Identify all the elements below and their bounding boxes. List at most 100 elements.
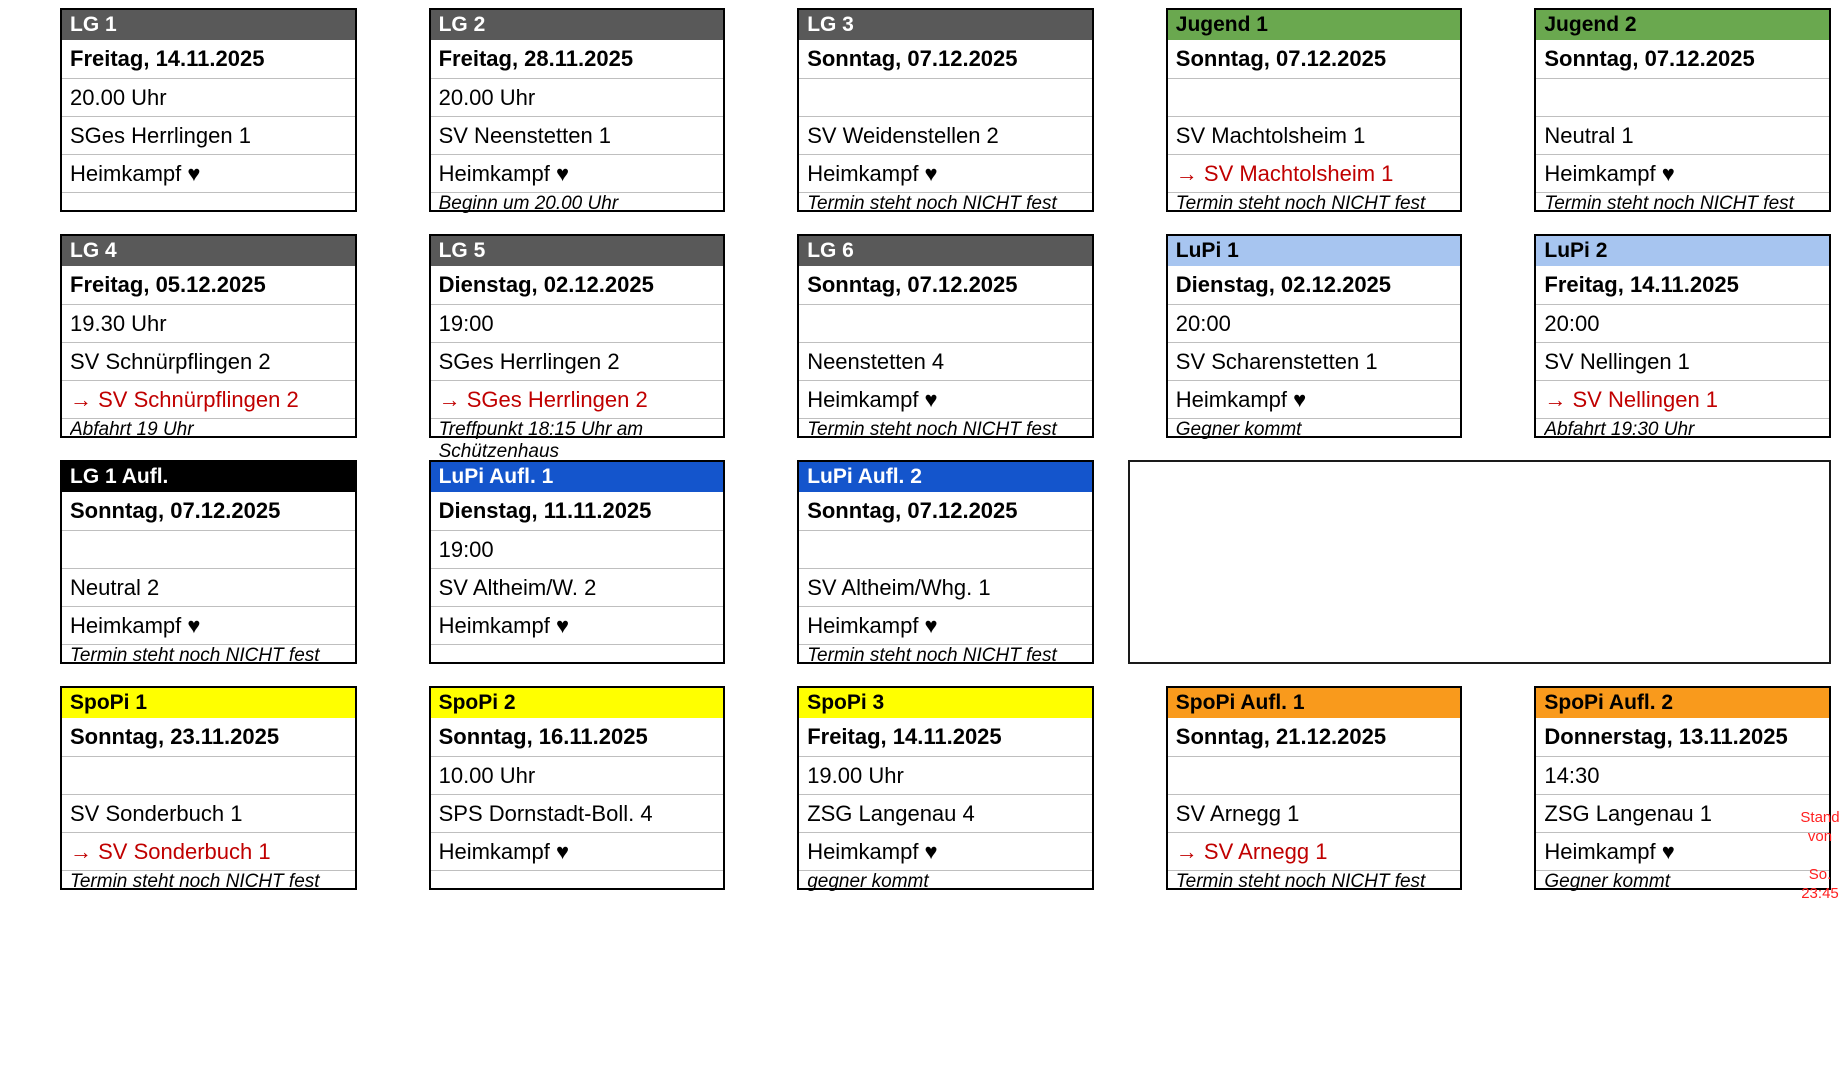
beginn-value: 10.00 Uhr bbox=[438, 762, 536, 788]
match-card[interactable]: LG 5DatumDienstag, 02.12.2025Beginn19:00… bbox=[428, 234, 726, 462]
info-row: Info / AbfahrtTreffpunkt 18:15 Uhr am Sc… bbox=[430, 418, 724, 463]
beginn-row: Beginn bbox=[1167, 756, 1461, 794]
ort-value: Heimkampf ♥ bbox=[807, 386, 938, 412]
ort-value: Heimkampf ♥ bbox=[807, 612, 938, 638]
card-title: SpoPi 3 bbox=[799, 688, 1092, 718]
ort-row: OrtHeimkampf ♥ bbox=[799, 606, 1092, 644]
datum-value: Freitag, 14.11.2025 bbox=[1544, 272, 1739, 297]
info-row: Info / AbfahrtTermin steht noch NICHT fe… bbox=[1536, 192, 1829, 215]
beginn-row: Beginn bbox=[62, 530, 355, 568]
match-card[interactable]: LG 4DatumFreitag, 05.12.2025Beginn19.30 … bbox=[60, 234, 357, 441]
gegner-value: SGes Herrlingen 1 bbox=[70, 122, 251, 148]
empty-card bbox=[1127, 460, 1831, 664]
gegner-row: GegnerZSG Langenau 4 bbox=[799, 794, 1092, 832]
gegner-row: GegnerSV Sonderbuch 1 bbox=[62, 794, 355, 832]
ort-row: Ort→ SV Nellingen 1 bbox=[1536, 380, 1829, 418]
info-row: Info / AbfahrtTermin steht noch NICHT fe… bbox=[799, 192, 1092, 215]
gegner-value: SV Nellingen 1 bbox=[1544, 348, 1690, 374]
card-rows: DatumFreitag, 05.12.2025Beginn19.30 UhrG… bbox=[62, 266, 355, 441]
gegner-value: SV Weidenstellen 2 bbox=[807, 122, 999, 148]
info-value: Termin steht noch NICHT fest bbox=[807, 645, 1057, 666]
gegner-value: SPS Dornstadt-Boll. 4 bbox=[438, 800, 653, 826]
match-card[interactable]: LG 1 Aufl.DatumSonntag, 07.12.2025Beginn… bbox=[60, 460, 357, 666]
ort-row: OrtHeimkampf ♥ bbox=[1536, 154, 1829, 192]
match-card[interactable]: Jugend 1DatumSonntag, 07.12.2025BeginnGe… bbox=[1165, 8, 1463, 214]
datum-row: DatumSonntag, 23.11.2025 bbox=[62, 718, 355, 756]
card-rows: DatumDienstag, 11.11.2025Beginn19:00Gegn… bbox=[430, 492, 724, 664]
info-row: Info / AbfahrtTermin steht noch NICHT fe… bbox=[1167, 870, 1461, 893]
match-card[interactable]: SpoPi Aufl. 2DatumDonnerstag, 13.11.2025… bbox=[1534, 686, 1831, 893]
beginn-row: Beginn bbox=[799, 530, 1092, 568]
stand-timestamp: Stand von So. 23:45 bbox=[1797, 808, 1843, 903]
datum-value: Freitag, 05.12.2025 bbox=[70, 272, 266, 297]
beginn-row: Beginn20.00 Uhr bbox=[62, 78, 355, 116]
info-row: Info / AbfahrtAbfahrt 19:30 Uhr bbox=[1536, 418, 1829, 441]
card-cell: SpoPi 1DatumSonntag, 23.11.2025BeginnGeg… bbox=[0, 678, 369, 892]
gegner-value: ZSG Langenau 4 bbox=[807, 800, 975, 826]
gegner-value: SV Machtolsheim 1 bbox=[1175, 122, 1366, 148]
datum-row: DatumSonntag, 07.12.2025 bbox=[1168, 40, 1461, 78]
match-card[interactable]: LG 3DatumSonntag, 07.12.2025BeginnGegner… bbox=[797, 8, 1094, 215]
beginn-row: Beginn19.30 Uhr bbox=[62, 304, 355, 342]
card-rows: DatumSonntag, 07.12.2025BeginnGegnerNeen… bbox=[799, 266, 1092, 441]
ort-value: Heimkampf ♥ bbox=[1544, 838, 1675, 864]
datum-row: DatumFreitag, 28.11.2025 bbox=[431, 40, 724, 78]
card-rows: DatumDienstag, 02.12.2025Beginn20:00Gegn… bbox=[1167, 266, 1461, 441]
card-rows: DatumFreitag, 14.11.2025Beginn20:00Gegne… bbox=[1536, 266, 1829, 441]
match-card[interactable]: SpoPi 2DatumSonntag, 16.11.2025Beginn10.… bbox=[428, 686, 726, 890]
card-cell: SpoPi Aufl. 1DatumSonntag, 21.12.2025Beg… bbox=[1106, 678, 1475, 892]
match-card[interactable]: LuPi Aufl. 2DatumSonntag, 07.12.2025Begi… bbox=[797, 460, 1094, 666]
card-rows: DatumDienstag, 02.12.2025Beginn19:00Gegn… bbox=[430, 266, 724, 463]
match-card[interactable]: LG 2DatumFreitag, 28.11.2025Beginn20.00 … bbox=[428, 8, 726, 214]
beginn-row: Beginn19:00 bbox=[430, 530, 724, 568]
card-cell: LuPi 1DatumDienstag, 02.12.2025Beginn20:… bbox=[1106, 226, 1475, 452]
info-value: Treffpunkt 18:15 Uhr am Schützenhaus bbox=[438, 419, 644, 462]
ort-value: → SV Schnürpflingen 2 bbox=[70, 386, 299, 412]
card-cell: SpoPi 2DatumSonntag, 16.11.2025Beginn10.… bbox=[369, 678, 738, 890]
beginn-row: Beginn14:30 bbox=[1536, 756, 1829, 794]
match-card[interactable]: SpoPi 3DatumFreitag, 14.11.2025Beginn19.… bbox=[797, 686, 1094, 892]
match-card[interactable]: LuPi 1DatumDienstag, 02.12.2025Beginn20:… bbox=[1165, 234, 1463, 441]
card-title: LuPi 1 bbox=[1167, 236, 1461, 266]
card-title: SpoPi 2 bbox=[430, 688, 724, 718]
gegner-value: Neenstetten 4 bbox=[807, 348, 945, 374]
gegner-row: GegnerSV Nellingen 1 bbox=[1536, 342, 1829, 380]
datum-value: Sonntag, 07.12.2025 bbox=[70, 498, 281, 523]
card-rows: DatumDonnerstag, 13.11.2025Beginn14:30Ge… bbox=[1536, 718, 1829, 893]
ort-row: Ort→ SV Schnürpflingen 2 bbox=[62, 380, 355, 418]
card-cell: SpoPi 3DatumFreitag, 14.11.2025Beginn19.… bbox=[737, 678, 1106, 892]
beginn-row: Beginn20:00 bbox=[1167, 304, 1461, 342]
gegner-row: GegnerSGes Herrlingen 1 bbox=[62, 116, 355, 154]
match-card[interactable]: LuPi 2DatumFreitag, 14.11.2025Beginn20:0… bbox=[1534, 234, 1831, 441]
info-row: Info / Abfahrt bbox=[430, 870, 724, 890]
match-card[interactable]: LG 6DatumSonntag, 07.12.2025BeginnGegner… bbox=[797, 234, 1094, 441]
info-row: Info / AbfahrtGegner kommt bbox=[1167, 418, 1461, 441]
beginn-row: Beginn bbox=[62, 756, 355, 794]
card-rows: DatumSonntag, 23.11.2025BeginnGegnerSV S… bbox=[62, 718, 355, 893]
empty-card-cell bbox=[1106, 452, 1843, 678]
gegner-value: Neutral 2 bbox=[70, 574, 160, 600]
gegner-row: GegnerZSG Langenau 1 bbox=[1536, 794, 1829, 832]
datum-value: Freitag, 14.11.2025 bbox=[807, 724, 1002, 749]
datum-value: Sonntag, 07.12.2025 bbox=[807, 46, 1018, 71]
match-card[interactable]: SpoPi Aufl. 1DatumSonntag, 21.12.2025Beg… bbox=[1165, 686, 1463, 893]
card-title: LG 2 bbox=[430, 10, 724, 40]
match-card[interactable]: SpoPi 1DatumSonntag, 23.11.2025BeginnGeg… bbox=[60, 686, 357, 893]
match-card[interactable]: LG 1DatumFreitag, 14.11.2025Beginn20.00 … bbox=[60, 8, 357, 212]
ort-row: Ort→ SV Machtolsheim 1 bbox=[1167, 154, 1461, 192]
datum-row: DatumSonntag, 07.12.2025 bbox=[62, 492, 355, 530]
datum-row: DatumSonntag, 07.12.2025 bbox=[799, 492, 1092, 530]
gegner-row: GegnerSV Machtolsheim 1 bbox=[1167, 116, 1461, 154]
info-value: Beginn um 20.00 Uhr bbox=[438, 193, 619, 214]
match-card[interactable]: Jugend 2DatumSonntag, 07.12.2025BeginnGe… bbox=[1534, 8, 1831, 215]
ort-row: OrtHeimkampf ♥ bbox=[799, 832, 1092, 870]
datum-row: DatumFreitag, 14.11.2025 bbox=[1536, 266, 1829, 304]
info-value: Termin steht noch NICHT fest bbox=[1175, 193, 1426, 214]
beginn-value: 20.00 Uhr bbox=[70, 84, 167, 110]
beginn-row: Beginn19.00 Uhr bbox=[799, 756, 1092, 794]
match-card[interactable]: LuPi Aufl. 1DatumDienstag, 11.11.2025Beg… bbox=[428, 460, 726, 664]
gegner-row: GegnerSV Altheim/Whg. 1 bbox=[799, 568, 1092, 606]
beginn-value: 19.00 Uhr bbox=[807, 762, 904, 788]
gegner-row: GegnerSV Altheim/W. 2 bbox=[430, 568, 724, 606]
datum-row: DatumSonntag, 16.11.2025 bbox=[431, 718, 724, 756]
